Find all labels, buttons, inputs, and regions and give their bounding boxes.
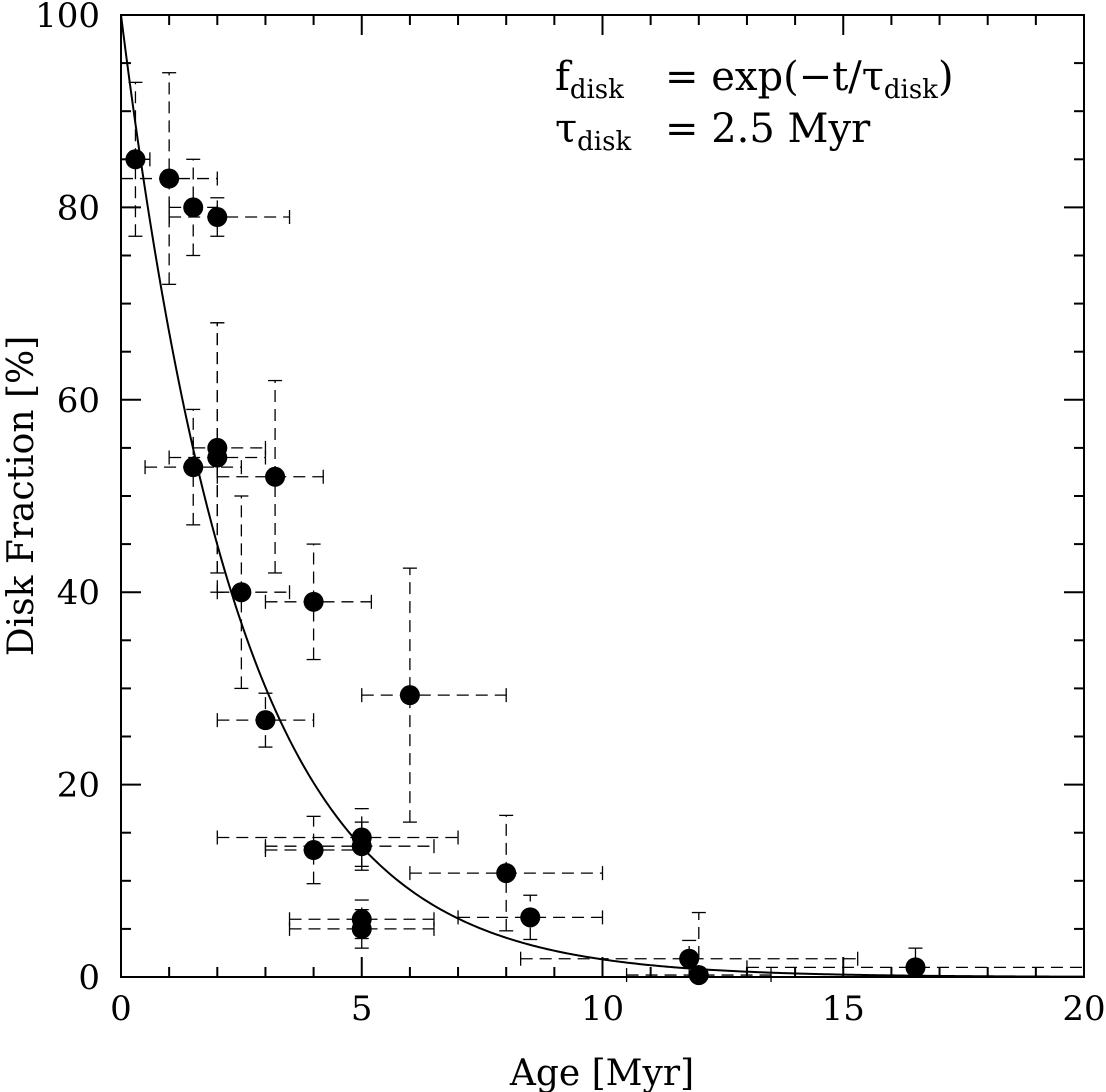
y-tick-label: 40: [57, 573, 100, 613]
tick-labels: 0 5 10 15 20 0 20 40 60 80 100: [35, 0, 1106, 1029]
y-axis-label: Disk Fraction [%]: [1, 336, 42, 657]
error-bar: [264, 821, 435, 871]
y-tick-label: 20: [57, 766, 100, 806]
data-point: [679, 948, 700, 969]
y-tick-label: 60: [57, 381, 100, 421]
data-point: [399, 685, 420, 706]
data-point: [207, 207, 228, 228]
data-point: [265, 466, 286, 487]
data-point: [159, 168, 180, 189]
data-point: [520, 907, 541, 928]
y-tick-label: 0: [78, 958, 100, 998]
data-point: [303, 840, 324, 861]
data-point: [303, 591, 324, 612]
error-bars: [120, 72, 1085, 983]
axis-ticks: [120, 14, 1085, 978]
data-point: [255, 710, 276, 731]
formula-lhs-subscript: disk: [570, 75, 624, 105]
tau-lhs: τ: [555, 106, 577, 152]
error-bar: [192, 322, 267, 574]
data-point: [125, 149, 146, 170]
data-point: [207, 447, 228, 468]
plot-frame: [120, 14, 1085, 978]
data-point: [351, 836, 372, 857]
formula-rhs-subscript: disk: [884, 75, 938, 105]
data-point: [496, 863, 517, 884]
x-axis-label: Age [Myr]: [509, 1053, 694, 1092]
data-point: [183, 457, 204, 478]
tau-rhs: = 2.5 Myr: [665, 106, 871, 152]
tau-lhs-subscript: disk: [577, 127, 631, 157]
exponential-fit-curve: [120, 14, 1085, 978]
data-point: [183, 197, 204, 218]
x-tick-label: 10: [581, 989, 624, 1029]
data-points: [125, 149, 926, 986]
x-tick-label: 20: [1062, 989, 1105, 1029]
annotation-formula: fdisk = exp(−t/τdisk): [555, 54, 954, 105]
y-tick-label: 100: [35, 0, 100, 36]
data-point: [231, 582, 252, 603]
x-tick-label: 5: [351, 989, 373, 1029]
formula-rhs: = exp(−t/τ: [665, 54, 884, 100]
x-tick-label: 0: [110, 989, 132, 1029]
x-tick-label: 15: [822, 989, 865, 1029]
data-point: [351, 918, 372, 939]
y-tick-label: 80: [57, 188, 100, 228]
formula-rhs-close: ): [938, 54, 954, 100]
data-point: [905, 957, 926, 978]
error-bar: [361, 567, 507, 823]
formula-lhs: f: [555, 54, 573, 100]
annotation-tau: τdisk = 2.5 Myr: [555, 106, 871, 157]
